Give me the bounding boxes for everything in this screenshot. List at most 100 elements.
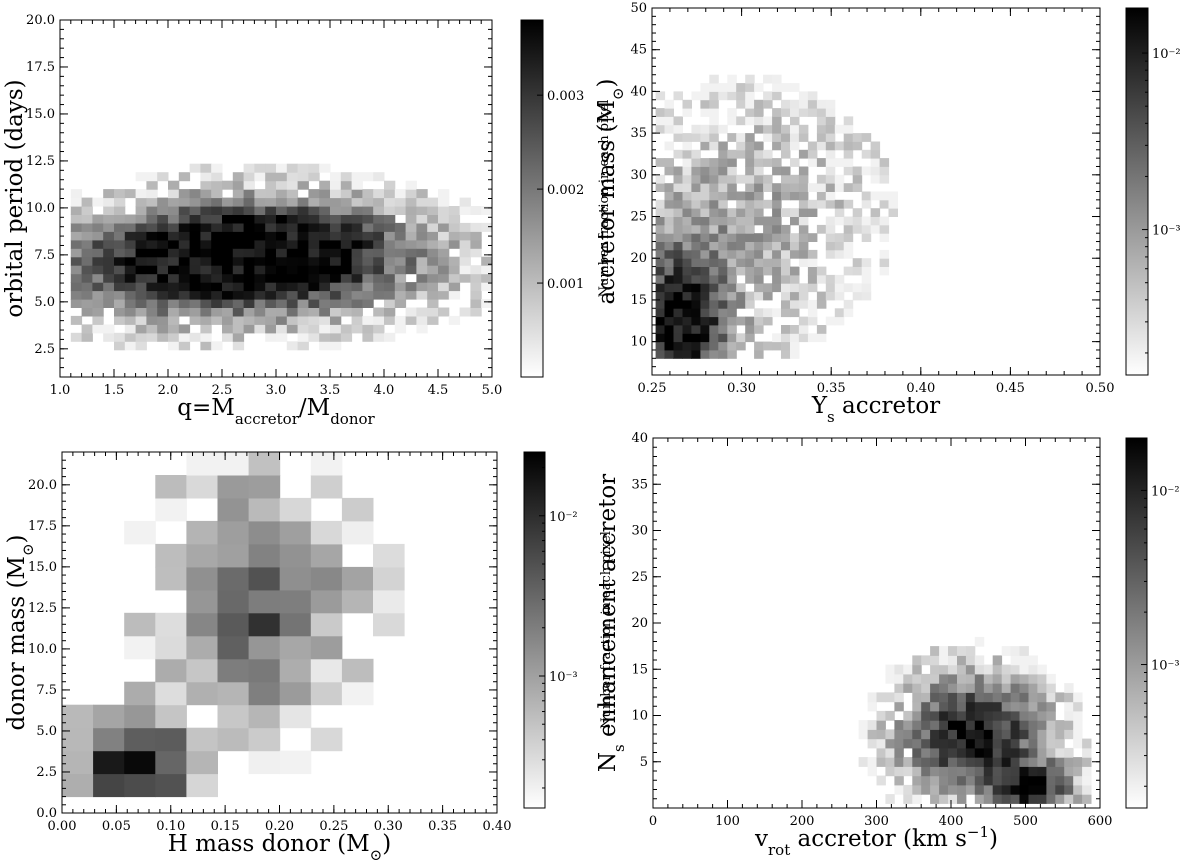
colorbar-tick-label: 0.001 <box>547 277 584 292</box>
heatmap-cell <box>1028 729 1038 740</box>
heatmap-cell <box>427 307 439 317</box>
heatmap-cell <box>700 99 710 109</box>
heatmap-cell <box>1073 692 1083 703</box>
heatmap-cell <box>807 316 818 326</box>
heatmap-cell <box>763 283 773 293</box>
heatmap-cell <box>948 655 958 666</box>
heatmap-cell <box>655 299 666 309</box>
heatmap-cell <box>691 166 701 176</box>
heatmap-cell <box>93 750 125 775</box>
y-tick-label: 5.0 <box>34 295 55 310</box>
heatmap-cell <box>939 729 949 740</box>
heatmap-cell <box>861 166 872 176</box>
heatmap-cell <box>92 265 104 275</box>
heatmap-cell <box>781 341 791 351</box>
heatmap-cell <box>727 208 737 217</box>
heatmap-cell <box>727 241 737 251</box>
heatmap-cell <box>921 701 931 712</box>
heatmap-cell <box>217 635 250 660</box>
heatmap-cell <box>254 189 266 199</box>
heatmap-cell <box>308 307 320 317</box>
heatmap-cell <box>965 673 976 684</box>
heatmap-cell <box>709 333 719 343</box>
heatmap-cell <box>790 341 800 351</box>
heatmap-cell <box>186 520 218 545</box>
heatmap-cell <box>772 308 782 318</box>
x-tick-label: 0.15 <box>211 819 240 834</box>
heatmap-cell <box>254 214 266 224</box>
heatmap-cell <box>957 710 967 721</box>
heatmap-cell <box>682 258 692 267</box>
heatmap-cell <box>416 189 428 199</box>
heatmap-cell <box>727 116 737 126</box>
heatmap-cell <box>754 258 764 267</box>
heatmap-cell <box>1001 683 1012 693</box>
heatmap-cell <box>373 543 405 568</box>
heatmap-cell <box>983 683 994 693</box>
heatmap-cell <box>790 274 800 284</box>
heatmap-cell <box>727 166 737 176</box>
heatmap-cell <box>921 692 931 703</box>
heatmap-cell <box>1046 775 1056 786</box>
heatmap-cell <box>682 199 692 209</box>
heatmap-cell <box>286 222 299 232</box>
heatmap-cell <box>673 233 683 242</box>
heatmap-cell <box>319 231 331 241</box>
heatmap-cell <box>798 108 809 117</box>
heatmap-cell <box>330 290 342 300</box>
y-tick-label: 0.0 <box>36 806 57 821</box>
heatmap-cell <box>939 646 949 656</box>
heatmap-cell <box>691 341 701 351</box>
heatmap-cell <box>459 239 471 249</box>
y-tick-label: 40 <box>631 431 648 446</box>
heatmap-cell <box>124 231 137 241</box>
heatmap-cell <box>974 692 985 703</box>
heatmap-cell <box>763 249 773 259</box>
heatmap-cell <box>310 452 343 476</box>
heatmap-cell <box>222 256 234 266</box>
heatmap-cell <box>1019 710 1029 721</box>
heatmap-cell <box>700 316 710 326</box>
heatmap-cell <box>974 775 985 786</box>
heatmap-cell <box>254 307 266 317</box>
heatmap-cell <box>798 241 809 251</box>
heatmap-cell <box>340 248 353 258</box>
heatmap-cell <box>200 324 212 334</box>
heatmap-cell <box>243 180 255 190</box>
heatmap-cell <box>709 325 719 334</box>
heatmap-cell <box>248 704 281 729</box>
heatmap-cell <box>861 274 872 284</box>
heatmap-cell <box>664 183 674 192</box>
heatmap-cell <box>912 775 922 786</box>
heatmap-cell <box>243 273 255 283</box>
heatmap-cell <box>470 290 482 300</box>
colorbar-tick-label: 10⁻² <box>1152 47 1181 62</box>
heatmap-cell <box>189 163 201 173</box>
heatmap-cell <box>948 784 958 795</box>
heatmap-cell <box>1073 738 1083 749</box>
heatmap-cell <box>816 199 827 209</box>
heatmap-cell <box>763 216 773 226</box>
heatmap-cell <box>745 91 755 101</box>
heatmap-cell <box>957 784 967 795</box>
heatmap-cell <box>168 189 180 199</box>
heatmap-cell <box>276 290 288 300</box>
heatmap-cell <box>700 224 710 234</box>
heatmap-cell <box>894 747 904 758</box>
heatmap-cell <box>319 180 331 190</box>
heatmap-cell <box>816 191 827 201</box>
heatmap-cell <box>297 290 309 300</box>
y-tick-label: 20.0 <box>28 478 57 493</box>
heatmap-cell <box>70 256 83 266</box>
heatmap-cell <box>903 710 913 721</box>
heatmap-cell <box>825 241 836 251</box>
heatmap-cell <box>912 747 922 758</box>
heatmap-cell <box>709 133 719 142</box>
heatmap-cell <box>319 324 331 334</box>
heatmap-cell <box>340 332 353 342</box>
colorbar-tick-label: 10⁻² <box>1151 484 1180 499</box>
heatmap-cell <box>700 299 710 309</box>
heatmap-cell <box>1010 692 1020 703</box>
heatmap-cell <box>373 222 385 232</box>
heatmap-cell <box>189 332 201 342</box>
